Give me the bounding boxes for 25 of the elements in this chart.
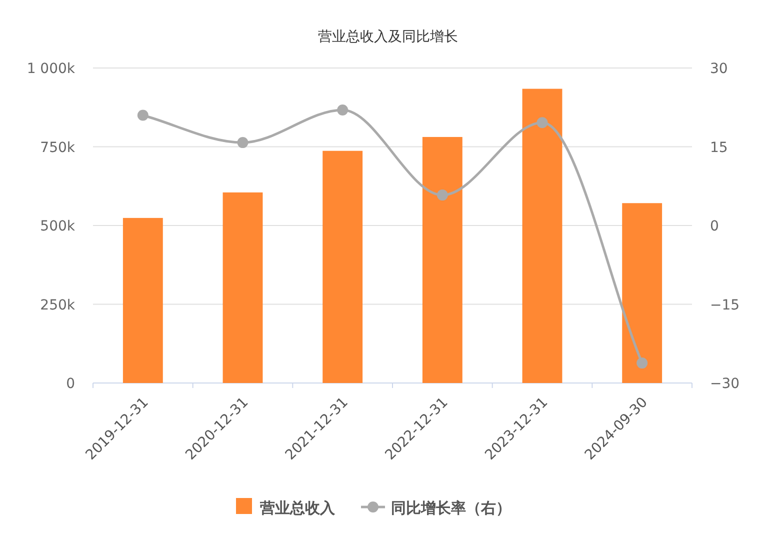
bar: [322, 150, 363, 383]
y2-tick-label: −15: [710, 297, 740, 314]
bar: [622, 203, 662, 383]
y-tick-label: 0: [66, 376, 75, 392]
chart-title: 营业总收入及同比增长: [318, 29, 458, 45]
y2-tick-label: 15: [710, 140, 728, 156]
legend-label: 营业总收入: [259, 499, 336, 517]
bar: [422, 136, 462, 383]
point: [436, 190, 448, 201]
y-tick-label: 250k: [40, 297, 76, 314]
point: [237, 137, 248, 148]
bar: [522, 88, 562, 383]
point: [536, 117, 548, 128]
point: [137, 110, 148, 121]
y2-tick-label: 0: [710, 218, 719, 234]
y-tick-label: 750k: [40, 140, 76, 156]
point: [636, 358, 648, 369]
legend-label: 同比增长率（右）: [391, 499, 511, 517]
point: [337, 104, 348, 116]
y-tick-label: 1 000k: [26, 61, 76, 77]
y-tick-label: 500k: [40, 218, 76, 234]
y2-tick-label: 30: [710, 61, 728, 77]
bar: [122, 218, 163, 383]
y2-tick-label: −30: [710, 376, 740, 392]
bar: [222, 192, 263, 383]
